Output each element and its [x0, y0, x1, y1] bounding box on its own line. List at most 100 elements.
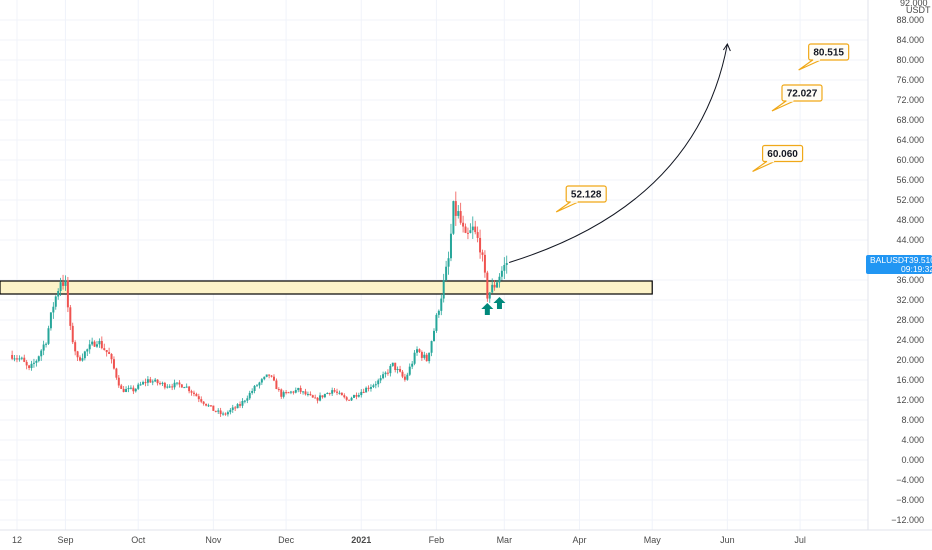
candle-body [251, 390, 254, 393]
candle-body [188, 386, 191, 392]
candle-body [464, 226, 467, 233]
candle-body [37, 356, 40, 361]
target-callout[interactable]: 60.060 [752, 144, 804, 173]
candle-body [246, 398, 249, 401]
candle-body [476, 232, 479, 238]
price-tick-label: 36.000 [896, 275, 924, 285]
price-tick-label: 88.000 [896, 15, 924, 25]
candle-body [98, 340, 101, 345]
target-label: 52.128 [571, 190, 602, 201]
candle-body [309, 393, 312, 396]
candle-body [190, 391, 193, 393]
candle-body [81, 358, 84, 361]
candle-body [447, 258, 450, 267]
candle-body [256, 385, 259, 387]
candle-body [76, 351, 79, 358]
candle-body [112, 359, 115, 369]
candle-body [362, 391, 365, 393]
target-pointer [555, 201, 579, 213]
target-callout[interactable]: 80.515 [798, 43, 850, 71]
candle-body [132, 387, 135, 392]
candle-body [454, 201, 457, 216]
candle-body [108, 352, 111, 354]
time-tick-label: 12 [12, 535, 22, 545]
candle-body [498, 276, 501, 283]
candle-body [277, 389, 280, 391]
candle-body [241, 401, 244, 406]
candle-body [168, 386, 171, 388]
candle-body [205, 403, 208, 406]
candle-body [333, 390, 336, 392]
candle-body [323, 394, 326, 398]
candle-body [195, 393, 198, 397]
price-tick-label: 80.000 [896, 55, 924, 65]
candle-body [248, 392, 251, 399]
candle-body [435, 314, 438, 331]
price-tick-label: 52.000 [896, 195, 924, 205]
time-tick-label: Mar [497, 535, 513, 545]
last-price-symbol: BALUSDT [870, 255, 909, 265]
target-callout[interactable]: 72.027 [771, 84, 823, 112]
candle-body [62, 282, 65, 286]
price-tick-label: 84.000 [896, 35, 924, 45]
last-price-dash: - [904, 255, 907, 265]
candle-body [209, 405, 212, 407]
candle-body [175, 382, 178, 384]
chart-grid [0, 0, 868, 530]
target-callout[interactable]: 52.128 [555, 185, 607, 213]
candle-body [122, 388, 125, 392]
target-box [761, 144, 804, 163]
candle-body [83, 351, 86, 359]
candle-body [219, 410, 222, 415]
candle-body [173, 382, 176, 388]
candle-body [440, 298, 443, 311]
candle-body [202, 401, 205, 404]
price-tick-label: 0.000 [901, 455, 924, 465]
projection-curve[interactable] [509, 42, 731, 263]
target-label: 60.060 [767, 149, 798, 160]
candle-body [493, 284, 496, 288]
support-zone[interactable] [0, 280, 653, 295]
candle-body [183, 387, 186, 389]
support-zone-box[interactable] [0, 280, 653, 295]
candle-body [154, 379, 157, 382]
time-tick-label: Oct [131, 535, 146, 545]
price-tick-label: 44.000 [896, 235, 924, 245]
candle-body [336, 391, 339, 393]
candle-body [74, 342, 77, 352]
projection-path[interactable] [509, 43, 728, 263]
candle-body [411, 363, 414, 367]
candle-body [481, 252, 484, 255]
candle-body [144, 382, 147, 384]
price-tick-label: 28.000 [896, 315, 924, 325]
candle-body [222, 413, 225, 415]
price-tick-label: −12.000 [891, 515, 924, 525]
candle-body [217, 410, 220, 412]
candle-body [401, 371, 404, 377]
candle-body [425, 354, 428, 362]
candle-body [304, 391, 307, 395]
candle-body [86, 349, 89, 352]
candle-body [224, 413, 227, 415]
candle-body [357, 395, 360, 397]
candle-body [226, 412, 229, 415]
price-targets[interactable]: 52.128 60.060 72.027 80.515 [555, 43, 850, 213]
candle-body [403, 376, 406, 380]
price-scale-background[interactable] [868, 0, 932, 550]
candle-body [110, 353, 113, 360]
candle-body [88, 344, 91, 350]
candle-body [30, 363, 33, 369]
price-tick-label: 64.000 [896, 135, 924, 145]
candle-body [430, 341, 433, 353]
candle-body [319, 395, 322, 401]
candle-body [377, 380, 380, 385]
candle-body [459, 211, 462, 223]
candle-body [386, 372, 389, 374]
price-tick-label: 60.000 [896, 155, 924, 165]
price-axis: 92.000 USDT 88.000 84.000 80.000 76.000 72.0… [891, 0, 931, 525]
price-tick-label: 32.000 [896, 295, 924, 305]
candle-body [350, 397, 353, 401]
candle-body [282, 392, 285, 397]
candle-body [399, 369, 402, 372]
